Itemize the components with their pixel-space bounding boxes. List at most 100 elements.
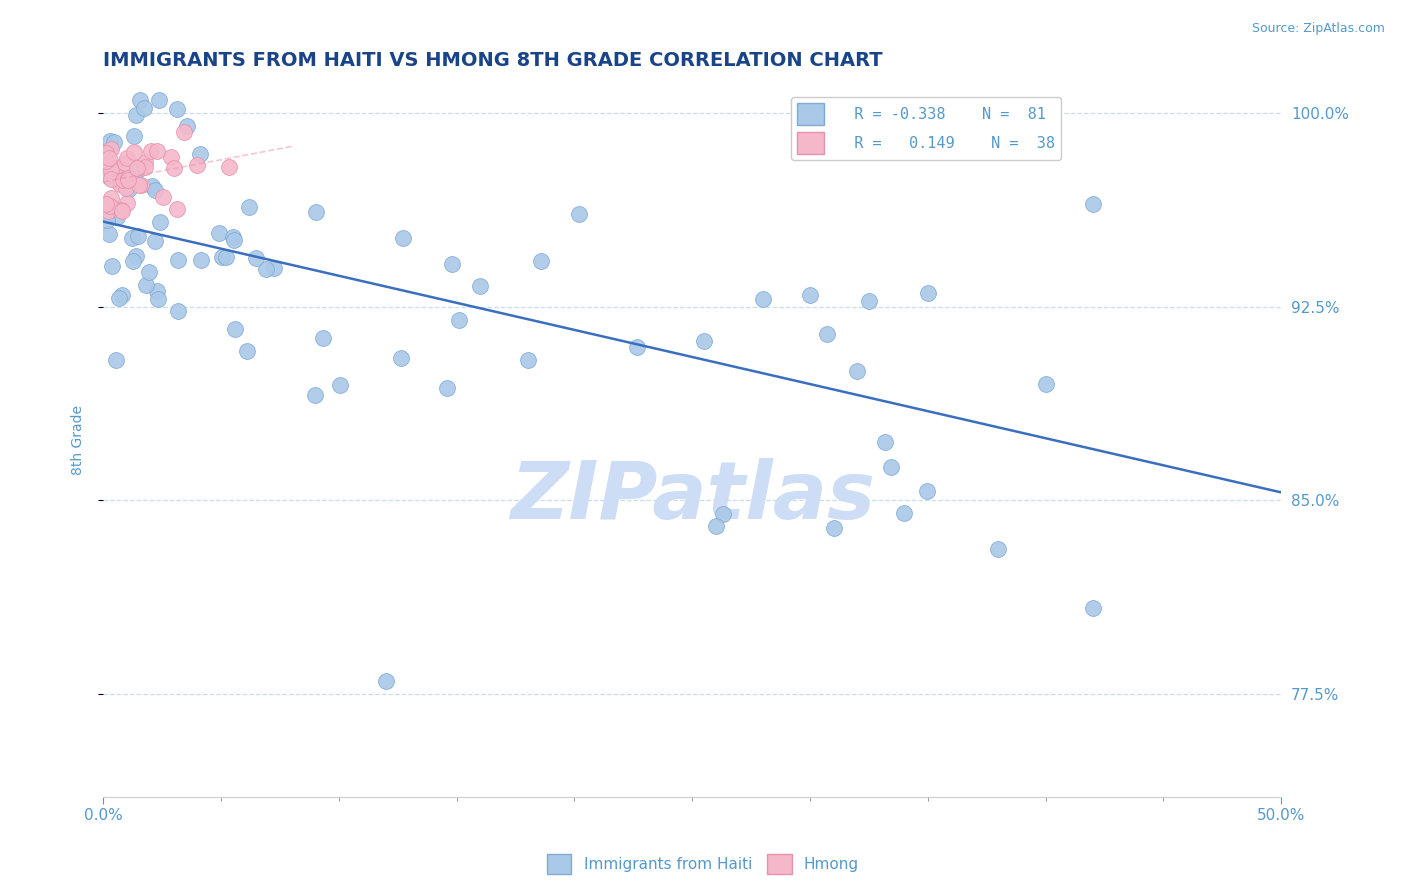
Point — [107, 173, 129, 187]
Point — [188, 147, 211, 161]
Point — [97, 204, 120, 219]
Point — [568, 207, 591, 221]
Point — [152, 190, 174, 204]
Point — [117, 172, 139, 186]
Point — [100, 192, 122, 206]
Point — [139, 144, 162, 158]
Point — [134, 155, 156, 169]
Point — [138, 265, 160, 279]
Point — [118, 182, 141, 196]
Point — [392, 230, 415, 244]
Point — [143, 234, 166, 248]
Point — [124, 145, 146, 159]
Point — [110, 288, 132, 302]
Point — [470, 279, 492, 293]
Point — [447, 313, 470, 327]
Point — [122, 253, 145, 268]
Point — [128, 178, 150, 192]
Point — [96, 196, 118, 211]
Point — [110, 202, 132, 217]
Point — [245, 251, 267, 265]
Point — [135, 278, 157, 293]
Text: ZIPatlas: ZIPatlas — [510, 458, 875, 536]
Point — [115, 151, 138, 165]
Point — [915, 484, 938, 499]
Point — [166, 252, 188, 267]
Point — [129, 94, 152, 108]
Point — [846, 364, 869, 378]
Point — [97, 169, 120, 183]
Point — [148, 292, 170, 306]
Point — [517, 352, 540, 367]
Point — [389, 351, 412, 366]
Point — [105, 352, 128, 367]
Point — [134, 160, 156, 174]
Point — [893, 506, 915, 520]
Point — [110, 177, 132, 191]
Point — [128, 162, 150, 177]
Point — [186, 158, 208, 172]
Point — [114, 181, 136, 195]
Point — [125, 249, 148, 263]
Point — [143, 183, 166, 197]
Point — [145, 284, 167, 298]
Point — [222, 230, 245, 244]
Point — [711, 507, 734, 521]
Point — [103, 136, 125, 150]
Point — [107, 210, 129, 224]
Point — [329, 378, 352, 392]
Point — [100, 172, 122, 186]
Point — [112, 173, 135, 187]
Point — [121, 231, 143, 245]
Point — [125, 108, 148, 122]
Point — [117, 171, 139, 186]
Point — [305, 204, 328, 219]
Point — [173, 125, 195, 139]
Point — [127, 229, 149, 244]
Point — [190, 253, 212, 268]
Point — [134, 101, 156, 115]
Point — [879, 459, 901, 474]
Point — [94, 154, 117, 169]
Text: IMMIGRANTS FROM HAITI VS HMONG 8TH GRADE CORRELATION CHART: IMMIGRANTS FROM HAITI VS HMONG 8TH GRADE… — [103, 51, 883, 70]
Point — [224, 321, 246, 335]
Point — [530, 253, 553, 268]
Point — [211, 250, 233, 264]
Point — [858, 293, 880, 308]
Point — [207, 227, 229, 241]
Point — [100, 142, 122, 156]
Point — [96, 213, 118, 227]
Point — [215, 250, 238, 264]
Point — [101, 259, 124, 273]
Point — [114, 155, 136, 169]
Point — [815, 326, 838, 341]
Point — [166, 202, 188, 216]
Legend: Immigrants from Haiti, Hmong: Immigrants from Haiti, Hmong — [541, 848, 865, 880]
Point — [98, 199, 121, 213]
Point — [218, 160, 240, 174]
Point — [104, 161, 127, 176]
Point — [1035, 376, 1057, 391]
Point — [146, 144, 169, 158]
Point — [224, 233, 246, 247]
Point — [148, 94, 170, 108]
Point — [166, 103, 188, 117]
Point — [799, 287, 821, 301]
Point — [163, 161, 186, 176]
Y-axis label: 8th Grade: 8th Grade — [72, 404, 86, 475]
Point — [236, 343, 259, 358]
Point — [108, 291, 131, 305]
Point — [917, 286, 939, 301]
Point — [238, 201, 260, 215]
Point — [626, 340, 648, 354]
Point — [263, 261, 285, 276]
Point — [441, 257, 464, 271]
Point — [111, 204, 134, 219]
Point — [987, 542, 1010, 557]
Point — [97, 227, 120, 241]
Point — [159, 150, 181, 164]
Point — [752, 292, 775, 306]
Point — [693, 334, 716, 348]
Point — [100, 163, 122, 178]
Point — [375, 673, 398, 688]
